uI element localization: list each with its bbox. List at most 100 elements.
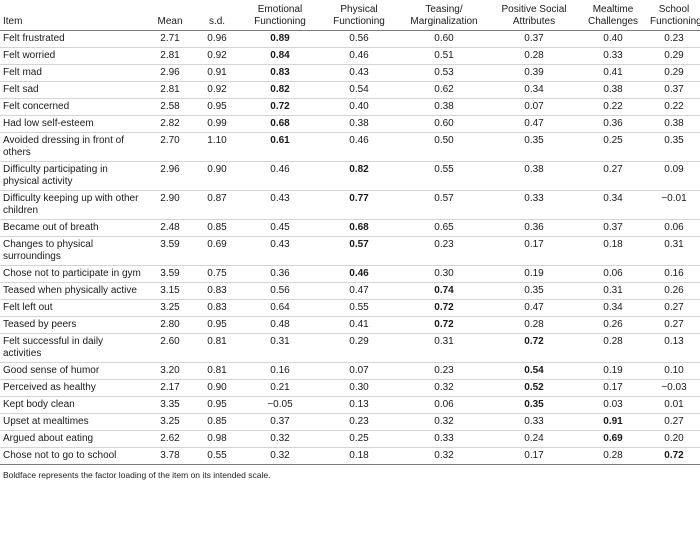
- loading-cell: 0.35: [524, 284, 544, 296]
- table-header-row: Item Mean s.d. Emotional Functioning Physica…: [0, 0, 700, 30]
- loading-cell: 0.32: [270, 432, 290, 444]
- mean-cell: 2.81: [160, 49, 180, 61]
- column-header: Mealtime Challenges: [587, 3, 639, 27]
- sd-cell: 0.95: [207, 398, 227, 410]
- sd-cell: 0.90: [207, 163, 227, 175]
- sd-cell: 0.91: [207, 66, 227, 78]
- table-row: Felt mad 2.96 0.91 0.83 0.43 0.53 0.39 0.41 0.29: [0, 64, 700, 81]
- loading-cell: 0.29: [664, 66, 684, 78]
- item-label: Became out of breath: [3, 221, 99, 233]
- loading-cell: −0.03: [661, 381, 687, 393]
- loading-cell: 0.29: [349, 335, 369, 347]
- loading-cell: 0.35: [524, 134, 544, 146]
- item-label: Chose not to participate in gym: [3, 267, 141, 279]
- loading-cell: −0.01: [661, 192, 687, 204]
- factor-loading-table: Item Mean s.d. Emotional Functioning Physica…: [0, 0, 700, 464]
- loading-cell: 0.54: [349, 83, 369, 95]
- sd-cell: 0.99: [207, 117, 227, 129]
- loading-cell: 0.16: [270, 364, 290, 376]
- loading-cell: 0.74: [434, 284, 454, 296]
- loading-cell: 0.40: [603, 32, 623, 44]
- loading-cell: 0.62: [434, 83, 454, 95]
- loading-cell: 0.06: [434, 398, 454, 410]
- sd-cell: 0.69: [207, 238, 227, 250]
- loading-cell: 0.35: [524, 398, 544, 410]
- loading-cell: 0.33: [434, 432, 454, 444]
- loading-cell: 0.26: [664, 284, 684, 296]
- table-row: Upset at mealtimes 3.25 0.85 0.37 0.23 0.32 0.…: [0, 413, 700, 430]
- loading-cell: 0.47: [524, 301, 544, 313]
- table-row: Difficulty keeping up with other childre…: [0, 190, 700, 219]
- item-label: Felt frustrated: [3, 32, 65, 44]
- loading-cell: 0.57: [434, 192, 454, 204]
- loading-cell: 0.07: [349, 364, 369, 376]
- loading-cell: 0.27: [603, 163, 623, 175]
- loading-cell: 0.83: [270, 66, 290, 78]
- table-row: Avoided dressing in front of others 2.70 1…: [0, 132, 700, 161]
- column-header: School Functioning: [650, 3, 700, 27]
- column-header: Emotional Functioning: [254, 3, 306, 27]
- loading-cell: 0.46: [349, 134, 369, 146]
- loading-cell: 0.89: [270, 32, 290, 44]
- loading-cell: 0.32: [270, 449, 290, 461]
- loading-cell: 0.72: [434, 301, 454, 313]
- table-row: Felt frustrated 2.71 0.96 0.89 0.56 0.60 0.37 0…: [0, 30, 700, 47]
- loading-cell: 0.72: [270, 100, 290, 112]
- mean-cell: 2.80: [160, 318, 180, 330]
- mean-cell: 3.25: [160, 415, 180, 427]
- loading-cell: 0.43: [349, 66, 369, 78]
- item-label: Had low self-esteem: [3, 117, 94, 129]
- loading-cell: 0.35: [664, 134, 684, 146]
- loading-cell: 0.33: [603, 49, 623, 61]
- item-label: Felt worried: [3, 49, 56, 61]
- loading-cell: 0.40: [349, 100, 369, 112]
- table-row: Teased when physically active 3.15 0.83 0.5…: [0, 282, 700, 299]
- loading-cell: 0.37: [664, 83, 684, 95]
- loading-cell: 0.68: [270, 117, 290, 129]
- loading-cell: 0.32: [434, 415, 454, 427]
- item-label: Felt sad: [3, 83, 39, 95]
- mean-cell: 2.58: [160, 100, 180, 112]
- loading-cell: 0.56: [349, 32, 369, 44]
- table-row: Chose not to go to school 3.78 0.55 0.32 0.1…: [0, 447, 700, 464]
- sd-cell: 0.55: [207, 449, 227, 461]
- loading-cell: −0.05: [267, 398, 293, 410]
- loading-cell: 0.29: [664, 49, 684, 61]
- loading-cell: 0.18: [349, 449, 369, 461]
- loading-cell: 0.34: [603, 301, 623, 313]
- loading-cell: 0.09: [664, 163, 684, 175]
- loading-cell: 0.46: [270, 163, 290, 175]
- loading-cell: 0.39: [524, 66, 544, 78]
- loading-cell: 0.38: [664, 117, 684, 129]
- loading-cell: 0.27: [664, 318, 684, 330]
- loading-cell: 0.27: [664, 415, 684, 427]
- loading-cell: 0.55: [434, 163, 454, 175]
- loading-cell: 0.43: [270, 192, 290, 204]
- item-label: Difficulty keeping up with other childre…: [3, 192, 139, 216]
- loading-cell: 0.18: [603, 238, 623, 250]
- table-row: Felt sad 2.81 0.92 0.82 0.54 0.62 0.34 0.38 0.37: [0, 81, 700, 98]
- loading-cell: 0.17: [524, 449, 544, 461]
- loading-cell: 0.20: [664, 432, 684, 444]
- loading-cell: 0.38: [603, 83, 623, 95]
- loading-cell: 0.32: [434, 449, 454, 461]
- loading-cell: 0.23: [434, 364, 454, 376]
- loading-cell: 0.19: [524, 267, 544, 279]
- table-row: Kept body clean 3.35 0.95 −0.05 0.13 0.06 0.35…: [0, 396, 700, 413]
- loading-cell: 0.17: [524, 238, 544, 250]
- item-label: Upset at mealtimes: [3, 415, 89, 427]
- loading-cell: 0.32: [434, 381, 454, 393]
- loading-cell: 0.41: [603, 66, 623, 78]
- table-row: Felt concerned 2.58 0.95 0.72 0.40 0.38 0.07 0.…: [0, 98, 700, 115]
- item-label: Teased when physically active: [3, 284, 137, 296]
- table-row: Chose not to participate in gym 3.59 0.75 0…: [0, 265, 700, 282]
- loading-cell: 0.47: [349, 284, 369, 296]
- loading-cell: 0.54: [524, 364, 544, 376]
- loading-cell: 0.03: [603, 398, 623, 410]
- mean-cell: 2.96: [160, 163, 180, 175]
- loading-cell: 0.56: [270, 284, 290, 296]
- table-row: Good sense of humor 3.20 0.81 0.16 0.07 0.23 0…: [0, 362, 700, 379]
- sd-cell: 0.95: [207, 318, 227, 330]
- column-header: s.d.: [208, 15, 226, 27]
- item-label: Kept body clean: [3, 398, 75, 410]
